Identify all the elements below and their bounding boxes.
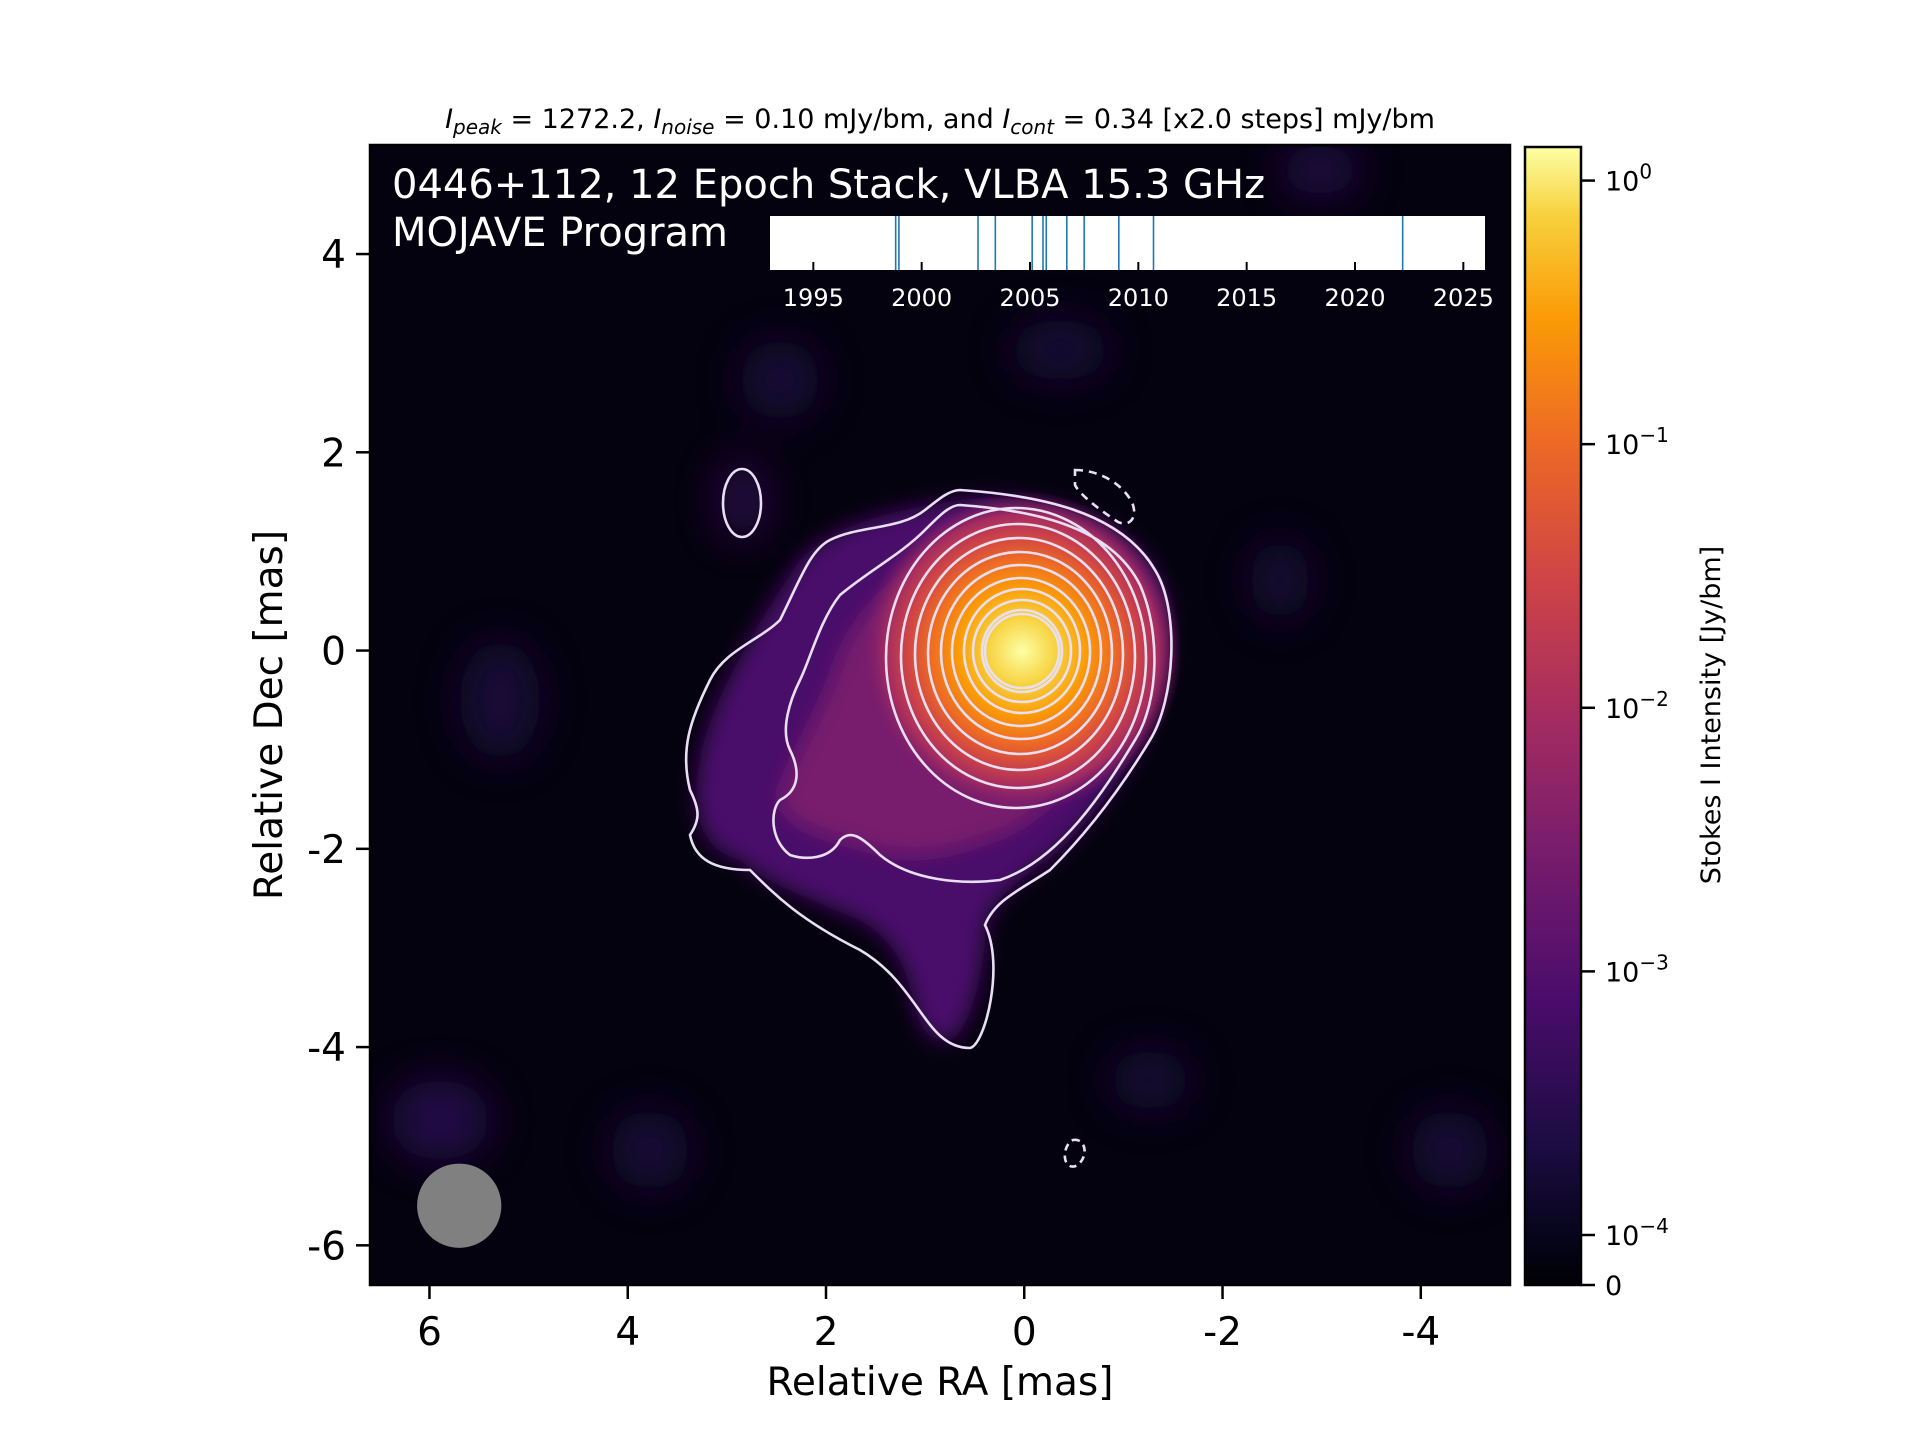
timeline-tick-label: 2005 bbox=[999, 284, 1060, 312]
negative-contour-2 bbox=[1063, 1138, 1086, 1168]
contour-level-12 bbox=[983, 612, 1061, 690]
y-axis-ticks: 4 2 0 -2 -4 -6 bbox=[307, 233, 370, 1269]
contour-level-6 bbox=[926, 550, 1114, 756]
x-tick-label: 2 bbox=[814, 1310, 839, 1355]
y-tick-label: 2 bbox=[321, 431, 346, 476]
contour-level-2 bbox=[772, 503, 1156, 884]
contour-level-4 bbox=[899, 522, 1137, 790]
overlay-title-line1: 0446+112, 12 Epoch Stack, VLBA 15.3 GHz bbox=[392, 162, 1265, 208]
timeline-tick-label: 2000 bbox=[891, 284, 952, 312]
x-tick-label: 4 bbox=[615, 1310, 640, 1355]
contours bbox=[684, 467, 1173, 1168]
contour-level-8 bbox=[950, 576, 1092, 728]
timeline-tick-label: 1995 bbox=[783, 284, 844, 312]
x-tick-label: 0 bbox=[1012, 1310, 1037, 1355]
plot-frame bbox=[368, 143, 1512, 1287]
x-axis-label: Relative RA [mas] bbox=[767, 1360, 1114, 1405]
timeline-tick-label: 2020 bbox=[1324, 284, 1385, 312]
y-tick-label: 4 bbox=[321, 233, 346, 278]
colorbar-tick-label: 10−2 bbox=[1605, 687, 1669, 725]
colorbar-body bbox=[1523, 145, 1583, 1287]
contour-level-3 bbox=[884, 506, 1148, 810]
epoch-timeline: 1995 2000 2005 2010 2015 2020 2025 bbox=[770, 216, 1494, 312]
negative-contour-1 bbox=[1073, 468, 1136, 525]
colorbar-tick-label: 0 bbox=[1605, 1271, 1622, 1302]
y-axis-label: Relative Dec [mas] bbox=[247, 530, 292, 900]
contour-level-7 bbox=[939, 563, 1103, 741]
contour-level-11 bbox=[980, 608, 1064, 694]
colorbar-tick-label: 10−3 bbox=[1605, 950, 1669, 988]
timeline-tick-label: 2010 bbox=[1108, 284, 1169, 312]
y-tick-label: -4 bbox=[307, 1026, 346, 1071]
x-tick-label: -4 bbox=[1401, 1310, 1440, 1355]
colorbar-tick-label: 10−4 bbox=[1605, 1214, 1669, 1252]
epoch-timeline-ticks: 1995 2000 2005 2010 2015 2020 2025 bbox=[783, 262, 1494, 312]
x-tick-label: -2 bbox=[1203, 1310, 1242, 1355]
figure-title: Ipeak = 1272.2, Inoise = 0.10 mJy/bm, an… bbox=[445, 104, 1435, 139]
contour-level-5 bbox=[913, 536, 1125, 772]
contour-level-1 bbox=[684, 488, 1173, 1050]
contour-level-10 bbox=[971, 598, 1073, 704]
x-tick-label: 6 bbox=[417, 1310, 442, 1355]
colorbar-label: Stokes I Intensity [Jy/bm] bbox=[1696, 546, 1727, 884]
y-tick-label: 0 bbox=[321, 630, 346, 675]
image-panel: 0446+112, 12 Epoch Stack, VLBA 15.3 GHz … bbox=[370, 145, 1510, 1285]
colorbar-ticks: 100 10−1 10−2 10−3 10−4 0 bbox=[1581, 160, 1669, 1302]
colorbar-tick-label: 10−1 bbox=[1605, 423, 1669, 461]
y-tick-label: -6 bbox=[307, 1224, 346, 1269]
overlay-title-line2: MOJAVE Program bbox=[392, 210, 728, 256]
epoch-lines bbox=[894, 216, 1404, 270]
contour-level-9 bbox=[962, 587, 1082, 715]
timeline-tick-label: 2025 bbox=[1433, 284, 1494, 312]
noise-blobs bbox=[390, 145, 1490, 1190]
y-tick-label: -2 bbox=[307, 828, 346, 873]
x-axis-ticks: 6 4 2 0 -2 -4 bbox=[417, 1285, 1440, 1355]
colorbar-tick-label: 100 bbox=[1605, 160, 1652, 198]
colorbar: 100 10−1 10−2 10−3 10−4 0 Stokes I Intensity … bbox=[1523, 145, 1727, 1302]
contour-isolated-blob bbox=[721, 467, 763, 539]
timeline-tick-label: 2015 bbox=[1216, 284, 1277, 312]
beam-ellipse bbox=[417, 1163, 502, 1248]
epoch-timeline-box bbox=[770, 216, 1485, 270]
